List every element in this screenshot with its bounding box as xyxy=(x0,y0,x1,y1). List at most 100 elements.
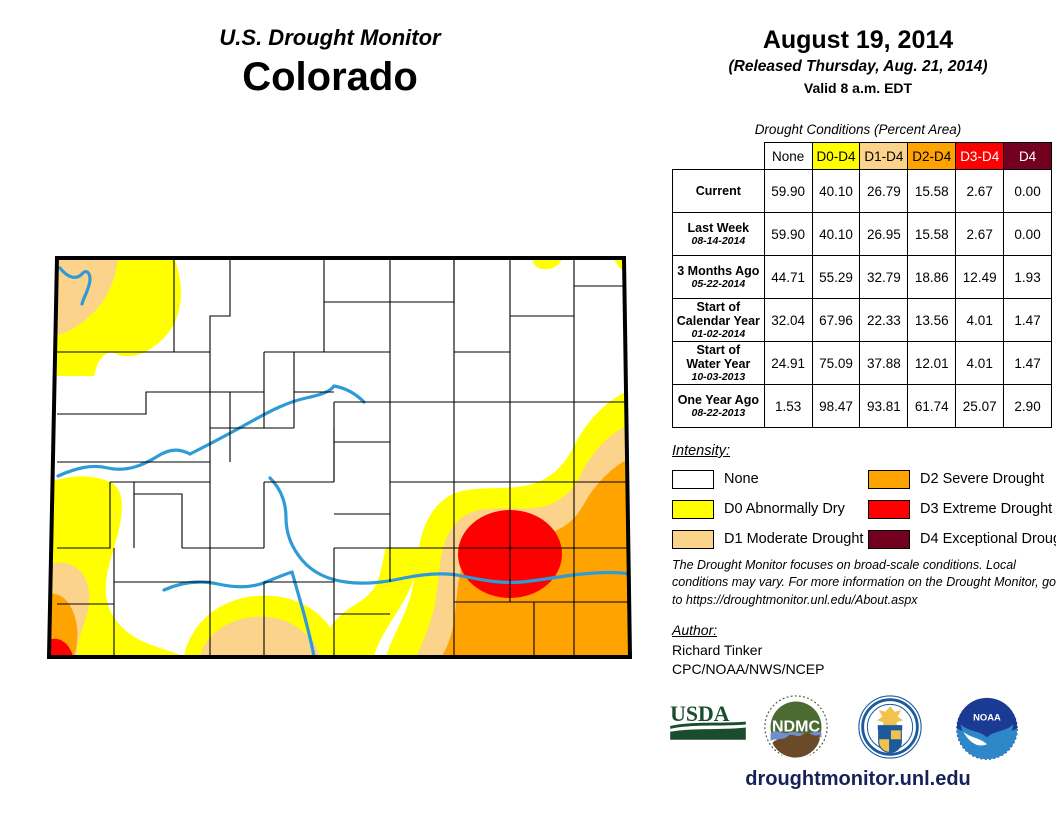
legend-label: D0 Abnormally Dry xyxy=(724,501,845,517)
department-of-commerce-logo xyxy=(858,695,922,759)
legend-label: D4 Exceptional Drought xyxy=(920,531,1056,547)
table-cell-value: 15.58 xyxy=(907,212,957,256)
table-cell-value: 32.79 xyxy=(859,255,909,299)
table-cell-value: 2.67 xyxy=(955,169,1005,213)
disclaimer-note: The Drought Monitor focuses on broad-sca… xyxy=(672,558,1056,607)
table-row-date: 05-22-2014 xyxy=(691,277,746,290)
svg-text:NOAA: NOAA xyxy=(973,712,1001,723)
table-cell-value: 32.04 xyxy=(763,298,813,342)
program-title: U.S. Drought Monitor xyxy=(219,25,441,50)
drought-areas xyxy=(49,258,630,657)
report-released: (Released Thursday, Aug. 21, 2014) xyxy=(728,57,988,75)
table-col-header-d0-d4: D0-D4 xyxy=(811,142,861,170)
county-boundaries xyxy=(57,258,630,657)
legend-label: D3 Extreme Drought xyxy=(920,501,1053,517)
legend-item: D1 Moderate Drought xyxy=(672,526,863,552)
table-cell-value: 67.96 xyxy=(811,298,861,342)
area-d3-southwest xyxy=(49,638,73,657)
table-cell-value: 13.56 xyxy=(907,298,957,342)
table-cell-value: 12.49 xyxy=(955,255,1005,299)
state-title: Colorado xyxy=(242,55,418,100)
table-cell-value: 4.01 xyxy=(955,341,1005,385)
table-cell-value: 59.90 xyxy=(763,212,813,256)
legend-label: D1 Moderate Drought xyxy=(724,531,864,547)
usda-logo: USDA xyxy=(670,702,746,740)
svg-text:USDA: USDA xyxy=(670,702,730,726)
table-cell-value: 2.67 xyxy=(955,212,1005,256)
table-row-date: 08-14-2014 xyxy=(691,234,746,247)
table-cell-value: 18.86 xyxy=(907,255,957,299)
table-cell-value: 55.29 xyxy=(811,255,861,299)
drought-conditions-table: None D0-D4 D1-D4 D2-D4 D3-D4 D4 Current 59.90 4… xyxy=(672,142,1052,428)
svg-text:NDMC: NDMC xyxy=(772,718,820,736)
table-col-header-d2-d4: D2-D4 xyxy=(907,142,957,170)
legend-label: None xyxy=(724,471,759,487)
area-d0-arkansas-valley xyxy=(320,548,422,657)
colorado-drought-map[interactable] xyxy=(34,242,646,672)
table-cell-value: 1.93 xyxy=(1003,255,1052,299)
table-cell-value: 25.07 xyxy=(955,384,1005,428)
table-body: Current 59.90 40.10 26.79 15.58 2.67 0.00 Last … xyxy=(672,169,1052,428)
river-colorado xyxy=(56,448,192,478)
intensity-legend-title: Intensity: xyxy=(672,443,731,459)
legend-swatch-icon xyxy=(868,529,910,549)
table-col-header-d4: D4 xyxy=(1003,142,1052,170)
table-col-header-d3-d4: D3-D4 xyxy=(955,142,1005,170)
table-cell-value: 98.47 xyxy=(811,384,861,428)
site-url[interactable]: droughtmonitor.unl.edu xyxy=(745,768,971,790)
table-col-header-d1-d4: D1-D4 xyxy=(859,142,909,170)
legend-swatch-icon xyxy=(672,469,714,489)
table-row-label: Start of Calendar Year 01-02-2014 xyxy=(672,298,765,342)
noaa-logo: NOAA xyxy=(955,697,1019,761)
table-header-row: None D0-D4 D1-D4 D2-D4 D3-D4 D4 xyxy=(673,142,1052,170)
table-row: Current 59.90 40.10 26.79 15.58 2.67 0.00 xyxy=(672,169,1052,213)
table-cell-value: 15.58 xyxy=(907,169,957,213)
report-header: August 19, 2014 (Released Thursday, Aug.… xyxy=(660,26,1056,96)
table-cell-value: 75.09 xyxy=(811,341,861,385)
table-cell-value: 1.47 xyxy=(1003,341,1052,385)
table-row-label: Current xyxy=(672,169,765,213)
river-platte-denver xyxy=(332,384,366,404)
table-cell-value: 40.10 xyxy=(811,212,861,256)
table-cell-value: 2.90 xyxy=(1003,384,1052,428)
table-cell-value: 40.10 xyxy=(811,169,861,213)
author-affiliation: CPC/NOAA/NWS/NCEP xyxy=(672,660,825,677)
table-cell-value: 1.47 xyxy=(1003,298,1052,342)
author-block: Richard Tinker CPC/NOAA/NWS/NCEP xyxy=(672,641,824,679)
table-cell-value: 26.79 xyxy=(859,169,909,213)
table-row-label: 3 Months Ago 05-22-2014 xyxy=(672,255,765,299)
state-border xyxy=(46,256,633,659)
table-caption: Drought Conditions (Percent Area) xyxy=(754,122,962,137)
table-row: Start of Calendar Year 01-02-2014 32.04 67.9… xyxy=(672,298,1052,342)
ndmc-logo: NDMC xyxy=(763,694,829,760)
table-row-date: 10-03-2013 xyxy=(691,370,746,383)
table-row: One Year Ago 08-22-2013 1.53 98.47 93.81 61.7… xyxy=(672,384,1052,428)
table-cell-value: 37.88 xyxy=(859,341,909,385)
table-cell-value: 4.01 xyxy=(955,298,1005,342)
author-name: Richard Tinker xyxy=(672,642,763,658)
report-valid-time: Valid 8 a.m. EDT xyxy=(803,79,913,96)
table-row-date: 01-02-2014 xyxy=(691,327,746,340)
legend-item: None xyxy=(672,466,863,492)
table-cell-value: 44.71 xyxy=(763,255,813,299)
table-corner-cell xyxy=(673,143,765,170)
table-cell-value: 59.90 xyxy=(763,169,813,213)
legend-item: D0 Abnormally Dry xyxy=(672,496,863,522)
table-cell-value: 93.81 xyxy=(859,384,909,428)
river-purgatoire xyxy=(290,570,316,657)
legend-swatch-icon xyxy=(672,529,714,549)
table-cell-value: 26.95 xyxy=(859,212,909,256)
table-cell-value: 61.74 xyxy=(907,384,957,428)
left-title-block: U.S. Drought Monitor Colorado xyxy=(0,25,660,100)
legend-column-left: None D0 Abnormally Dry D1 Moderate Drought xyxy=(672,466,863,556)
legend-column-right: D2 Severe Drought D3 Extreme Drought D4 Ex… xyxy=(868,466,1056,556)
legend-swatch-icon xyxy=(672,499,714,519)
table-row: Start of Water Year 10-03-2013 24.91 75.09 37… xyxy=(672,341,1052,385)
table-row-date: 08-22-2013 xyxy=(691,406,746,419)
river-yampa xyxy=(58,266,92,306)
legend-item: D4 Exceptional Drought xyxy=(868,526,1056,552)
table-row-label: One Year Ago 08-22-2013 xyxy=(672,384,765,428)
table-cell-value: 22.33 xyxy=(859,298,909,342)
table-header: None D0-D4 D1-D4 D2-D4 D3-D4 D4 xyxy=(673,142,1052,170)
